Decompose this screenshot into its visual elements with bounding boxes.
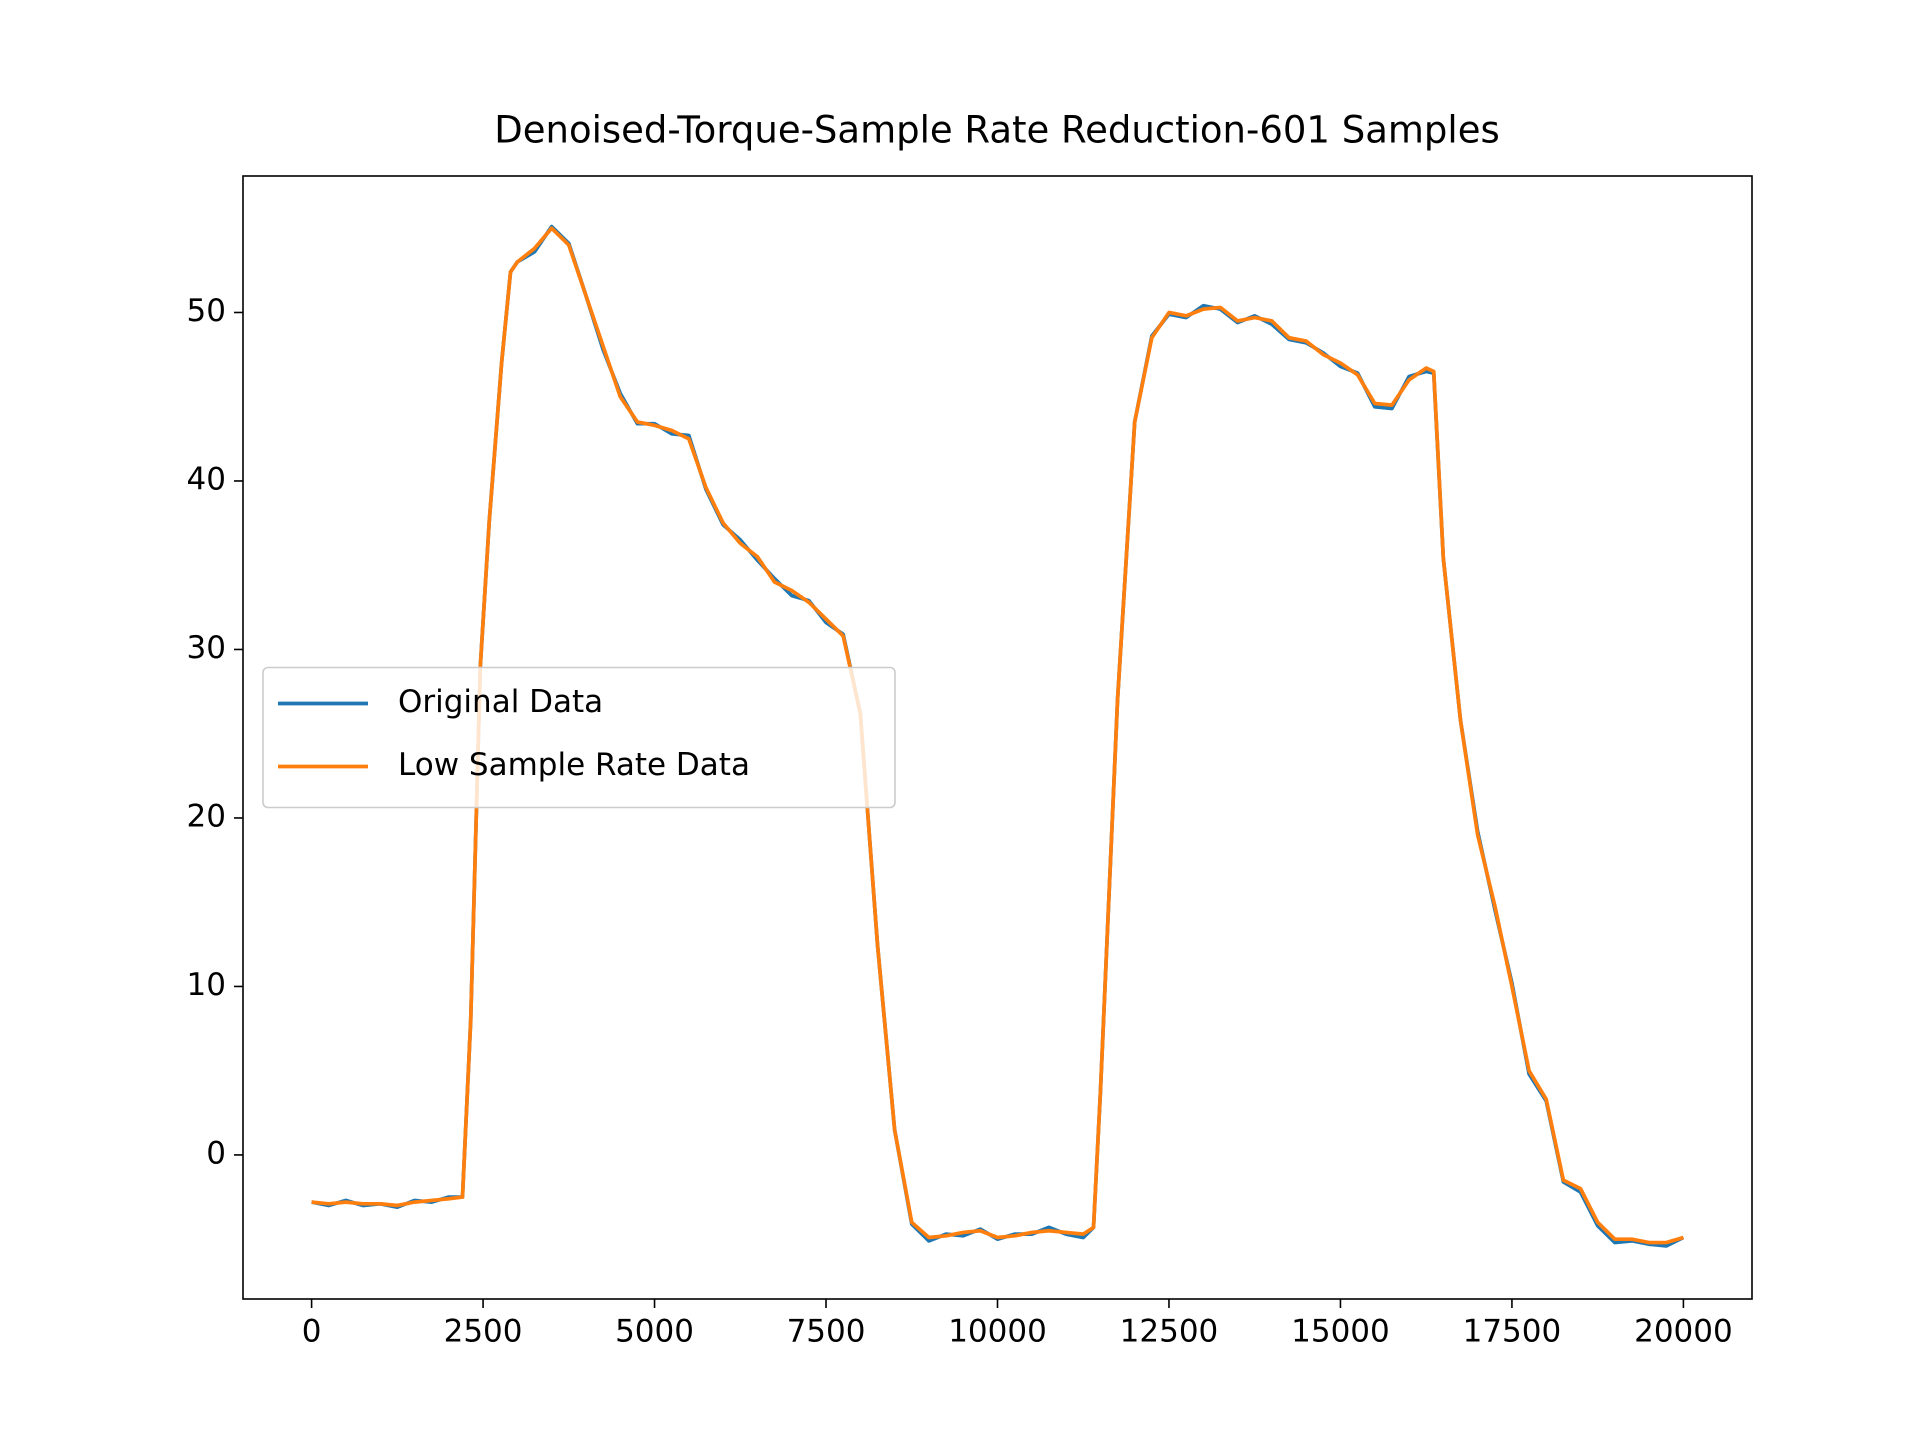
x-tick-label: 12500	[1120, 1314, 1219, 1350]
x-tick-label: 2500	[444, 1314, 523, 1350]
legend-box	[262, 666, 896, 809]
x-tick-label: 7500	[787, 1314, 866, 1350]
x-tick-label: 0	[302, 1314, 322, 1350]
chart-title: Denoised-Torque-Sample Rate Reduction-60…	[494, 109, 1499, 152]
y-tick-label: 40	[187, 461, 226, 497]
y-tick-label: 50	[187, 293, 226, 329]
x-tick-label: 10000	[948, 1314, 1047, 1350]
x-tick-label: 20000	[1634, 1314, 1733, 1350]
legend: Original Data Low Sample Rate Data	[262, 666, 896, 809]
y-tick-label: 0	[206, 1135, 226, 1171]
y-tick-label: 10	[187, 967, 226, 1003]
x-tick-label: 17500	[1463, 1314, 1562, 1350]
legend-label: Original Data	[398, 684, 603, 720]
y-tick-label: 30	[187, 630, 226, 666]
y-tick-label: 20	[187, 798, 226, 834]
legend-label: Low Sample Rate Data	[398, 747, 750, 783]
data-line	[311, 226, 1684, 1245]
x-tick-label: 5000	[615, 1314, 694, 1350]
plot-frame	[242, 175, 1753, 1300]
x-tick-label: 15000	[1291, 1314, 1390, 1350]
